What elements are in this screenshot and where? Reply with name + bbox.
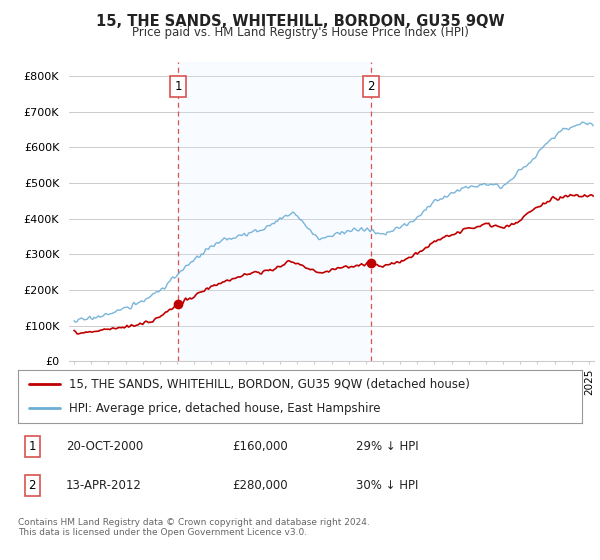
Text: HPI: Average price, detached house, East Hampshire: HPI: Average price, detached house, East… [69, 402, 380, 415]
Text: £160,000: £160,000 [232, 440, 288, 453]
Text: 20-OCT-2000: 20-OCT-2000 [66, 440, 143, 453]
Text: 29% ↓ HPI: 29% ↓ HPI [356, 440, 419, 453]
Text: Price paid vs. HM Land Registry's House Price Index (HPI): Price paid vs. HM Land Registry's House … [131, 26, 469, 39]
Text: 15, THE SANDS, WHITEHILL, BORDON, GU35 9QW: 15, THE SANDS, WHITEHILL, BORDON, GU35 9… [95, 14, 505, 29]
Text: £280,000: £280,000 [232, 479, 288, 492]
Text: 1: 1 [174, 80, 182, 93]
Text: 1: 1 [28, 440, 36, 453]
Text: 13-APR-2012: 13-APR-2012 [66, 479, 142, 492]
Text: 2: 2 [28, 479, 36, 492]
Text: 2: 2 [367, 80, 374, 93]
Text: 30% ↓ HPI: 30% ↓ HPI [356, 479, 419, 492]
Bar [178, 62, 371, 361]
Text: Contains HM Land Registry data © Crown copyright and database right 2024.
This d: Contains HM Land Registry data © Crown c… [18, 518, 370, 538]
Text: 15, THE SANDS, WHITEHILL, BORDON, GU35 9QW (detached house): 15, THE SANDS, WHITEHILL, BORDON, GU35 9… [69, 377, 470, 390]
